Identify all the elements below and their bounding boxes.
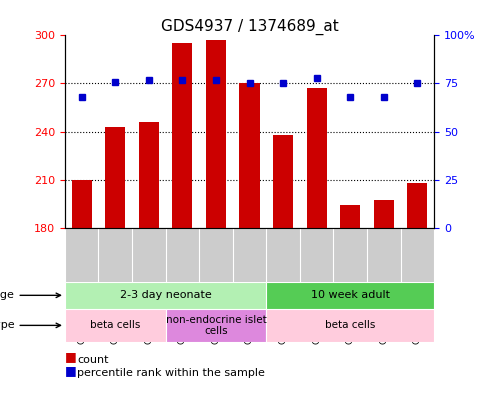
Text: percentile rank within the sample: percentile rank within the sample <box>77 369 265 378</box>
Title: GDS4937 / 1374689_at: GDS4937 / 1374689_at <box>161 19 338 35</box>
Text: count: count <box>77 355 109 365</box>
Bar <box>65 309 166 342</box>
Bar <box>266 282 434 309</box>
Text: ■: ■ <box>65 351 77 364</box>
Bar <box>166 309 266 342</box>
Bar <box>306 88 327 228</box>
Bar <box>266 309 434 342</box>
Bar <box>407 183 428 228</box>
Text: cell type: cell type <box>0 320 60 331</box>
Bar <box>240 83 259 228</box>
Text: 2-3 day neonate: 2-3 day neonate <box>120 290 212 300</box>
Text: non-endocrine islet
cells: non-endocrine islet cells <box>166 314 266 336</box>
Bar <box>340 205 360 228</box>
Text: beta cells: beta cells <box>325 320 375 331</box>
Text: ■: ■ <box>65 364 77 377</box>
Bar <box>65 282 266 309</box>
Bar <box>206 40 226 228</box>
Text: age: age <box>0 290 60 300</box>
Bar <box>273 135 293 228</box>
Bar <box>139 122 159 228</box>
Bar <box>105 127 125 228</box>
Bar <box>374 200 394 228</box>
Text: 10 week adult: 10 week adult <box>311 290 390 300</box>
Bar <box>172 43 193 228</box>
Bar <box>71 180 92 228</box>
Text: beta cells: beta cells <box>90 320 140 331</box>
